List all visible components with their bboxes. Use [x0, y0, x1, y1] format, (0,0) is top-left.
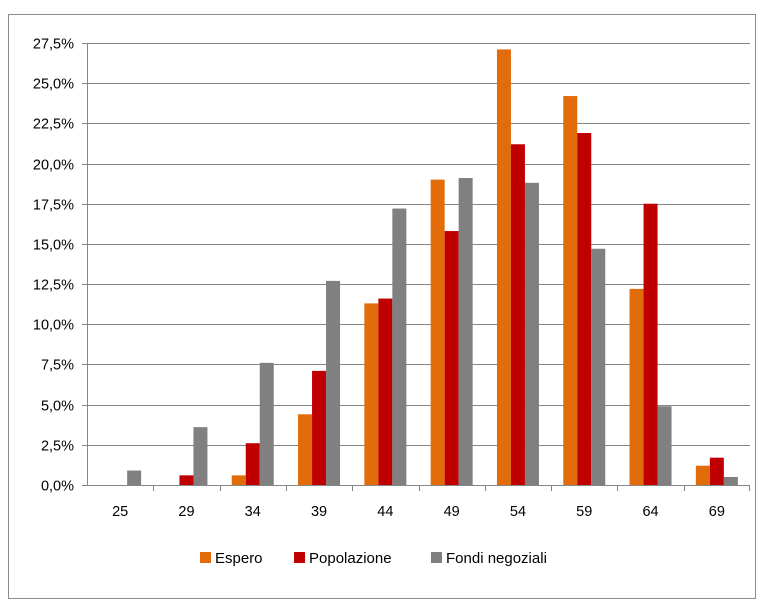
- bar-fondi-negoziali: [591, 248, 606, 485]
- bar-espero: [563, 96, 578, 485]
- legend-label: Espero: [215, 550, 263, 567]
- legend-swatch: [431, 552, 442, 563]
- bar-fondi-negoziali: [193, 427, 208, 485]
- x-tick-label: 59: [576, 504, 592, 520]
- bar-popolazione: [709, 457, 724, 485]
- bar-fondi-negoziali: [458, 178, 473, 485]
- bar-fondi-negoziali: [723, 476, 738, 485]
- y-tick-label: 20,0%: [33, 158, 74, 174]
- y-tick-label: 27,5%: [33, 37, 74, 53]
- y-tick-label: 17,5%: [33, 198, 74, 214]
- bar-espero: [496, 49, 511, 486]
- bar-popolazione: [577, 133, 592, 486]
- bar-fondi-negoziali: [392, 208, 407, 486]
- x-tick-label: 49: [444, 504, 460, 520]
- bar-fondi-negoziali: [259, 362, 274, 485]
- bar-fondi-negoziali: [657, 406, 672, 485]
- bar-espero: [629, 288, 644, 485]
- bar-fondi-negoziali: [127, 470, 142, 485]
- x-tick-label: 54: [510, 504, 526, 520]
- bar-espero: [430, 179, 445, 486]
- legend-swatch: [294, 552, 305, 563]
- x-tick-label: 64: [642, 504, 658, 520]
- y-tick-label: 0,0%: [41, 479, 74, 495]
- x-tick-label: 39: [311, 504, 327, 520]
- bar-fondi-negoziali: [326, 280, 341, 485]
- bar-espero: [231, 475, 246, 485]
- y-tick-label: 7,5%: [41, 358, 74, 374]
- y-tick-label: 12,5%: [33, 278, 74, 294]
- y-tick-label: 5,0%: [41, 399, 74, 415]
- y-tick-label: 25,0%: [33, 77, 74, 93]
- y-tick-label: 10,0%: [33, 318, 74, 334]
- bar-espero: [364, 303, 379, 485]
- legend-swatch: [200, 552, 211, 563]
- bar-fondi-negoziali: [524, 182, 539, 485]
- bar-popolazione: [510, 144, 525, 485]
- bar-popolazione: [378, 298, 393, 485]
- x-tick-label: 25: [112, 504, 128, 520]
- x-tick-label: 34: [245, 504, 261, 520]
- legend-label: Popolazione: [309, 550, 392, 567]
- x-tick-label: 69: [709, 504, 725, 520]
- bar-popolazione: [245, 443, 260, 485]
- bar-espero: [695, 465, 710, 485]
- legend: Espero Popolazione Fondi negoziali: [200, 550, 547, 567]
- legend-label: Fondi negoziali: [446, 550, 547, 567]
- bar-popolazione: [643, 203, 658, 485]
- y-tick-label: 22,5%: [33, 117, 74, 133]
- axis-layer: 0,0% 2,5% 5,0% 7,5% 10,0% 12,5% 15,0% 17,5% 20,0…: [33, 37, 750, 520]
- bars-layer: [127, 49, 738, 486]
- x-tick-label: 44: [377, 504, 393, 520]
- bar-popolazione: [444, 231, 459, 485]
- bar-popolazione: [179, 475, 194, 485]
- bar-espero: [298, 414, 313, 485]
- y-tick-label: 15,0%: [33, 238, 74, 254]
- x-tick-label: 29: [178, 504, 194, 520]
- y-tick-label: 2,5%: [41, 439, 74, 455]
- bar-popolazione: [312, 370, 327, 485]
